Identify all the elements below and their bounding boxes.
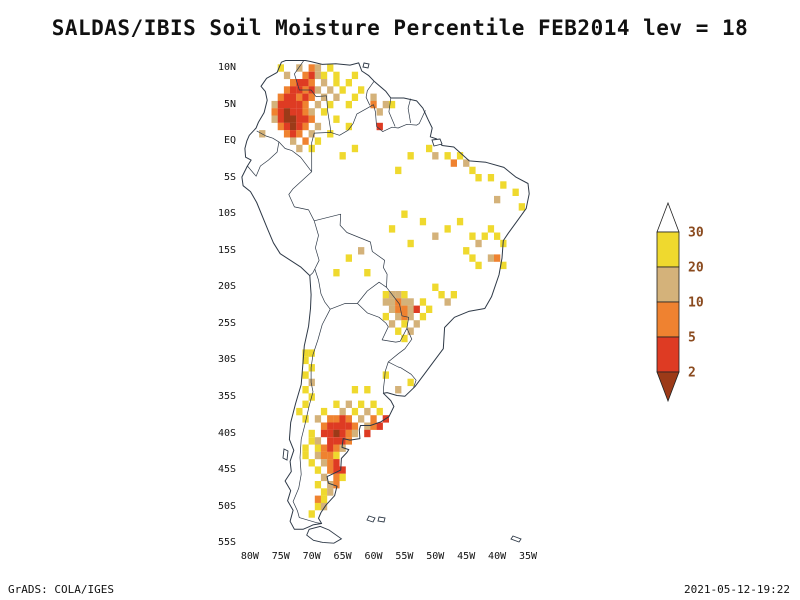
lat-tick-label: 30S: [217, 354, 236, 366]
lat-tick-label: 50S: [217, 500, 236, 512]
lat-tick-label: 45S: [217, 464, 236, 476]
lat-tick-label: 35S: [217, 390, 236, 402]
lat-tick-label: 40S: [217, 427, 236, 439]
lat-tick-label: 5S: [223, 171, 236, 183]
lon-tick-label: 75W: [271, 551, 290, 562]
timestamp: 2021-05-12-19:22: [684, 583, 790, 596]
map-area: [240, 60, 550, 558]
colorbar-label: 20: [688, 260, 704, 276]
percentile-cells: [259, 64, 525, 518]
lon-tick-label: 60W: [364, 551, 383, 562]
colorbar-label: 2: [688, 365, 696, 381]
lon-tick-label: 65W: [333, 551, 352, 562]
lat-tick-label: 10S: [217, 208, 236, 220]
south-america-coastline: [241, 60, 530, 530]
lon-tick-label: 70W: [302, 551, 321, 562]
lat-tick-label: 55S: [217, 537, 236, 549]
country-borders: [247, 60, 426, 543]
colorbar-label: 30: [688, 225, 704, 241]
lat-tick-label: 10N: [217, 62, 236, 74]
lon-tick-label: 50W: [426, 551, 445, 562]
lat-tick-label: 20S: [217, 281, 236, 293]
lon-tick-label: 55W: [395, 551, 414, 562]
colorbar-svg: [656, 201, 680, 403]
lat-tick-label: EQ: [223, 135, 236, 147]
lat-tick-label: 25S: [217, 317, 236, 329]
colorbar-label: 5: [688, 330, 696, 346]
lat-tick-label: 5N: [223, 98, 236, 110]
grads-credit: GrADS: COLA/IGES: [8, 583, 114, 596]
lon-tick-label: 35W: [518, 551, 538, 562]
lon-tick-label: 45W: [457, 551, 476, 562]
lon-tick-label: 80W: [240, 551, 259, 562]
colorbar: 30 20 10 5 2: [656, 201, 736, 412]
islands: [282, 62, 522, 544]
lon-tick-label: 40W: [488, 551, 507, 562]
south-america-map: [241, 60, 530, 544]
colorbar-label: 10: [688, 295, 704, 311]
plot-title: SALDAS/IBIS Soil Moisture Percentile FEB…: [51, 16, 749, 40]
lat-tick-label: 15S: [217, 244, 236, 256]
